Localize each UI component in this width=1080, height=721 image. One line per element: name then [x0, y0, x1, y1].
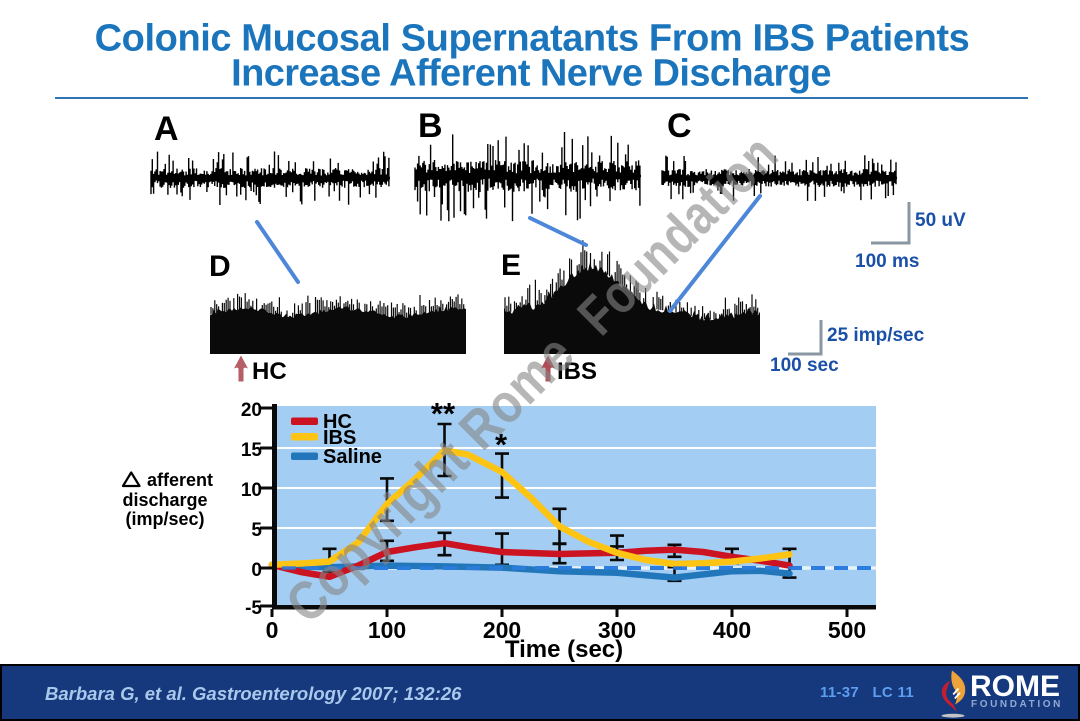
svg-text:Colonic Mucosal Supernatants F: Colonic Mucosal Supernatants From IBS Pa… [95, 18, 970, 60]
svg-text:A: A [154, 110, 179, 148]
svg-text:afferent: afferent [147, 470, 213, 490]
svg-text:15: 15 [241, 440, 263, 461]
svg-text:Saline: Saline [323, 446, 382, 468]
svg-text:**: ** [431, 396, 456, 431]
svg-text:0: 0 [266, 617, 279, 643]
svg-text:HC: HC [252, 358, 287, 385]
svg-text:100 ms: 100 ms [855, 251, 919, 272]
svg-text:50 uV: 50 uV [915, 210, 966, 231]
svg-text:10: 10 [241, 480, 262, 501]
svg-text:E: E [501, 249, 521, 282]
svg-text:discharge: discharge [122, 490, 207, 510]
svg-text:B: B [418, 107, 443, 145]
svg-text:200: 200 [483, 617, 521, 643]
svg-text:-5: -5 [245, 598, 262, 619]
svg-text:C: C [667, 107, 692, 145]
svg-text:(imp/sec): (imp/sec) [125, 509, 204, 529]
svg-text:*: * [495, 427, 508, 462]
svg-text:HC: HC [323, 411, 352, 433]
svg-text:20: 20 [241, 400, 262, 421]
svg-text:0: 0 [251, 560, 262, 581]
svg-text:IBS: IBS [557, 358, 597, 385]
svg-text:IBS: IBS [323, 427, 356, 449]
svg-text:500: 500 [828, 617, 866, 643]
svg-text:100: 100 [368, 617, 406, 643]
svg-text:25 imp/sec: 25 imp/sec [827, 325, 925, 346]
svg-text:D: D [209, 250, 231, 283]
svg-text:400: 400 [713, 617, 751, 643]
svg-text:100 sec: 100 sec [770, 355, 839, 376]
svg-text:5: 5 [251, 520, 262, 541]
svg-text:300: 300 [598, 617, 636, 643]
svg-text:Time (sec): Time (sec) [505, 636, 623, 663]
svg-text:Increase Afferent Nerve Discha: Increase Afferent Nerve Discharge [231, 53, 831, 95]
